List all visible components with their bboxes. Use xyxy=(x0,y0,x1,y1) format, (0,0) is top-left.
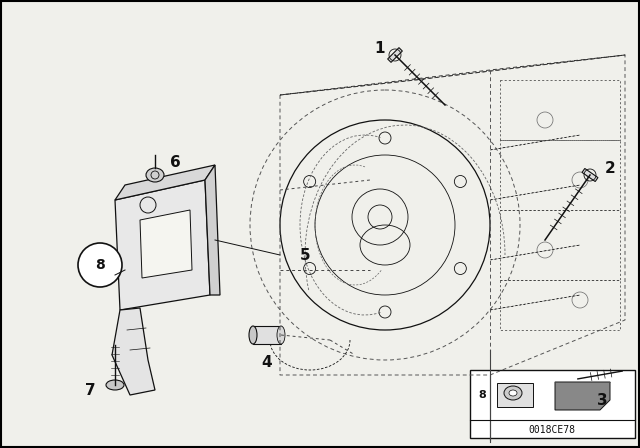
Text: 5: 5 xyxy=(300,247,310,263)
Polygon shape xyxy=(555,382,610,410)
Text: 8: 8 xyxy=(478,390,486,400)
Ellipse shape xyxy=(249,326,257,344)
Text: 0018CE78: 0018CE78 xyxy=(529,425,575,435)
Bar xyxy=(470,370,635,438)
Polygon shape xyxy=(140,210,192,278)
Text: 3: 3 xyxy=(596,392,607,408)
Circle shape xyxy=(78,243,122,287)
Polygon shape xyxy=(205,165,220,295)
Polygon shape xyxy=(582,168,598,181)
Ellipse shape xyxy=(277,326,285,344)
Polygon shape xyxy=(115,165,215,200)
Text: 2: 2 xyxy=(605,160,616,176)
Bar xyxy=(497,383,533,407)
Bar xyxy=(253,326,281,344)
Polygon shape xyxy=(577,373,582,384)
Text: 7: 7 xyxy=(84,383,95,397)
Text: 1: 1 xyxy=(375,40,385,56)
Polygon shape xyxy=(388,47,403,62)
Ellipse shape xyxy=(106,380,124,390)
Polygon shape xyxy=(112,308,155,395)
Ellipse shape xyxy=(146,168,164,182)
Text: 6: 6 xyxy=(170,155,180,169)
Text: 4: 4 xyxy=(262,354,272,370)
Polygon shape xyxy=(115,180,210,310)
Ellipse shape xyxy=(504,386,522,400)
Text: 8: 8 xyxy=(95,258,105,272)
Ellipse shape xyxy=(509,390,517,396)
